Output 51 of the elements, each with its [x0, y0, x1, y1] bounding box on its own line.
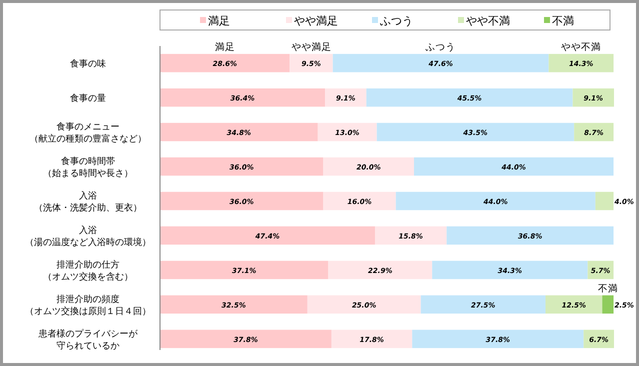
y-tick-label: 食事の時間帯（始まる時間や長さ）	[43, 156, 133, 180]
bar	[595, 192, 614, 210]
bar	[328, 260, 432, 280]
bar	[160, 260, 328, 280]
y-tick-label: 食事の味	[70, 58, 106, 70]
bar	[548, 54, 614, 72]
y-tick-label: 患者様のプライバシーが守られているか	[38, 328, 138, 352]
bar	[412, 330, 584, 348]
bar	[160, 192, 324, 210]
bar	[414, 157, 614, 176]
bar	[160, 122, 318, 142]
bar	[376, 122, 574, 142]
bar	[160, 54, 290, 72]
bar	[332, 54, 549, 72]
text: ふつう	[426, 42, 456, 53]
bar	[318, 122, 377, 142]
y-tick-label: 食事の量	[70, 93, 106, 104]
legend-label: 満足	[208, 14, 230, 28]
bar	[160, 226, 375, 245]
legend-label: やや満足	[294, 14, 338, 28]
bar	[374, 226, 447, 245]
bar	[160, 157, 324, 176]
text: 満足	[214, 42, 235, 53]
bar	[602, 295, 614, 314]
legend-label: ふつう	[379, 14, 413, 28]
bar	[160, 295, 308, 314]
y-tick-label: 排泄介助の頻度（オムツ交換は原則１日４回）	[25, 294, 151, 317]
bar	[307, 295, 421, 314]
bar	[331, 330, 412, 348]
text: やや満足	[291, 42, 332, 53]
bar	[160, 330, 332, 348]
y-tick-label: 排泄介助の仕方（オムツ交換を含む）	[43, 259, 133, 282]
bar	[323, 192, 396, 210]
text: やや不満	[561, 42, 602, 53]
bar	[420, 295, 546, 314]
y-tick-label: 入浴（洗体・洗髪介助、更衣）	[34, 190, 142, 214]
bar	[290, 54, 333, 72]
bar	[446, 226, 614, 245]
bar	[572, 88, 614, 107]
bar	[396, 192, 596, 210]
legend-label: やや不満	[466, 14, 510, 28]
bar	[366, 88, 573, 107]
bar	[546, 295, 602, 314]
bar	[325, 88, 366, 107]
text: 不満	[598, 283, 618, 294]
bar	[323, 157, 414, 176]
bar	[432, 260, 588, 280]
y-tick-label: 食事のメニュー（献立の種類の豊富さなど）	[30, 122, 146, 145]
bar	[160, 88, 326, 107]
y-tick-label: 入浴（湯の温度など入浴時の環境）	[25, 224, 151, 248]
legend-label: 不満	[552, 14, 574, 28]
